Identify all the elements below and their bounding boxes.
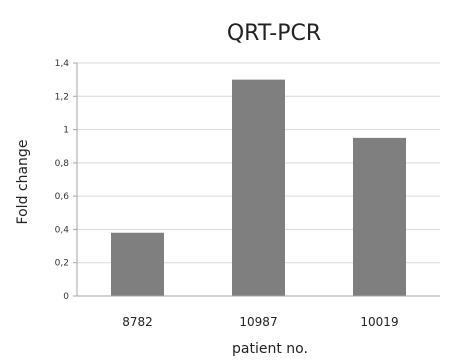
y-tick-label: 1,2 [55,92,69,102]
x-tick-label: 10987 [239,315,277,329]
bars [111,79,406,297]
chart-title: QRT-PCR [227,21,321,46]
x-tick-label: 10019 [360,315,398,329]
y-tick-label: 1,4 [55,59,70,69]
y-axis-label: Fold change [15,140,31,225]
y-tick-label: 0,2 [55,259,69,269]
bar-10019 [353,137,406,296]
y-tick-label: 0,6 [55,192,70,202]
y-tick-label: 0,8 [55,159,70,169]
x-tick-label: 8782 [122,315,153,329]
bar-8782 [111,232,164,296]
y-tick-labels: 0 0,2 0,4 0,6 0,8 1 1,2 1,4 [55,59,77,302]
y-tick-label: 0,4 [55,225,70,235]
x-tick-labels: 8782 10987 10019 [122,315,398,329]
bar-10987 [232,79,285,297]
y-tick-label: 1 [63,126,69,136]
y-tick-label: 0 [63,292,69,302]
x-axis-label: patient no. [232,341,308,357]
